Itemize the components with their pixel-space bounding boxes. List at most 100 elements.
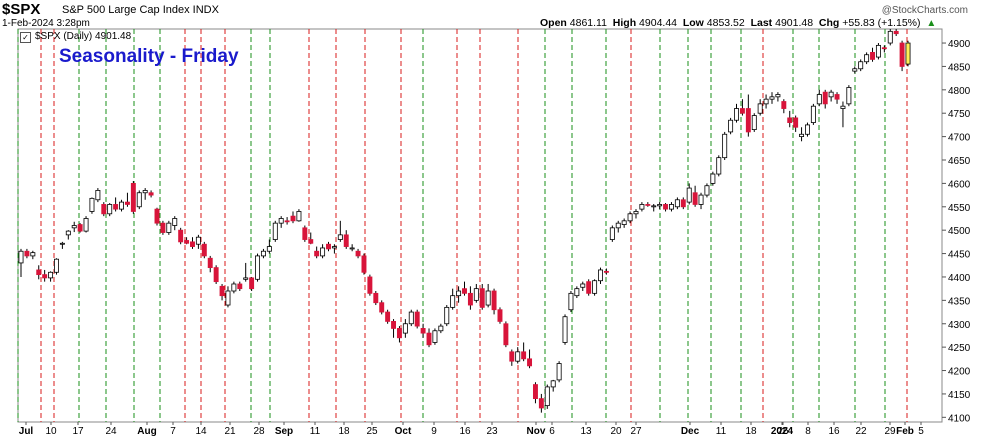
candle-down bbox=[326, 243, 331, 250]
candle-down bbox=[822, 91, 828, 105]
candle-down bbox=[870, 51, 875, 60]
candle-down bbox=[308, 239, 314, 244]
candle-up bbox=[769, 96, 775, 100]
x-tick-label: 2024 bbox=[771, 426, 794, 437]
candle-up bbox=[592, 280, 598, 294]
chart-title: Seasonality - Friday bbox=[59, 46, 239, 67]
candle-down bbox=[284, 220, 290, 223]
candle-up bbox=[657, 204, 663, 207]
y-tick-label: 4850 bbox=[948, 62, 971, 73]
chg-value: +55.83 (+1.15%) bbox=[842, 17, 921, 29]
x-tick-label: 23 bbox=[486, 426, 498, 437]
candle-down bbox=[391, 321, 397, 329]
candle-up bbox=[722, 133, 728, 159]
candle-down bbox=[184, 240, 190, 244]
y-tick-label: 4800 bbox=[948, 86, 971, 97]
candle-up bbox=[621, 220, 627, 225]
y-tick-label: 4300 bbox=[948, 320, 971, 331]
y-tick-label: 4750 bbox=[948, 109, 971, 120]
datetime: 1-Feb-2024 3:28pm bbox=[2, 18, 90, 29]
candle-down bbox=[396, 328, 402, 339]
x-tick-label: 6 bbox=[549, 426, 555, 437]
candle-up bbox=[255, 255, 261, 280]
candle-up bbox=[195, 236, 201, 245]
candle-up bbox=[639, 204, 645, 210]
candle-up bbox=[438, 325, 444, 332]
candle-up bbox=[905, 42, 911, 65]
candle-up bbox=[444, 306, 450, 325]
candle-down bbox=[603, 270, 609, 273]
candle-up bbox=[716, 157, 722, 175]
candle-down bbox=[834, 94, 840, 100]
checkbox-icon[interactable]: ✓ bbox=[20, 32, 31, 43]
candle-down bbox=[160, 222, 166, 233]
candle-up bbox=[119, 201, 124, 210]
candle-down bbox=[793, 117, 799, 128]
series-caption: ✓ $SPX (Daily) 4901.48 bbox=[20, 31, 131, 43]
y-tick-label: 4350 bbox=[948, 296, 971, 307]
candle-down bbox=[373, 292, 379, 304]
candle-down bbox=[462, 288, 467, 294]
y-tick-label: 4400 bbox=[948, 273, 971, 284]
x-tick-label: Sep bbox=[275, 426, 293, 437]
symbol: $SPX bbox=[2, 1, 41, 18]
candle-down bbox=[881, 47, 887, 50]
candle-down bbox=[154, 208, 160, 224]
ohlc-readout: Open 4861.11 High 4904.44 Low 4853.52 La… bbox=[540, 17, 936, 29]
candle-up bbox=[686, 187, 692, 203]
x-tick-label: Oct bbox=[395, 426, 412, 437]
high-label: High bbox=[612, 17, 637, 29]
candle-up bbox=[320, 247, 326, 257]
candle-down bbox=[645, 204, 651, 206]
x-tick-label: 13 bbox=[580, 426, 592, 437]
candle-down bbox=[781, 101, 787, 109]
candle-down bbox=[899, 42, 905, 67]
candle-up bbox=[337, 234, 343, 240]
stockcharts-logo: @StockCharts.com bbox=[881, 5, 968, 16]
candle-up bbox=[266, 246, 272, 252]
y-tick-label: 4200 bbox=[948, 367, 971, 378]
candle-up bbox=[609, 227, 615, 240]
candle-down bbox=[663, 204, 669, 210]
candle-down bbox=[314, 250, 320, 257]
candle-up bbox=[734, 108, 739, 121]
x-tick-label: Feb bbox=[896, 426, 914, 437]
candle-down bbox=[491, 290, 497, 311]
x-tick-label: 24 bbox=[105, 426, 117, 437]
candle-up bbox=[18, 250, 24, 264]
x-tick-label: 11 bbox=[716, 426, 727, 437]
x-tick-label: 29 bbox=[884, 426, 896, 437]
candle-up bbox=[698, 194, 704, 205]
candle-down bbox=[692, 192, 698, 205]
candle-up bbox=[278, 218, 284, 224]
candle-up bbox=[544, 386, 550, 407]
candle-down bbox=[385, 311, 391, 322]
candle-down bbox=[130, 182, 136, 212]
candle-down bbox=[249, 277, 255, 290]
candle-up bbox=[243, 277, 249, 280]
x-tick-label: 14 bbox=[195, 426, 207, 437]
candle-up bbox=[30, 252, 36, 257]
candle-down bbox=[42, 274, 48, 279]
candle-down bbox=[497, 309, 503, 322]
candle-up bbox=[810, 105, 816, 123]
candle-up bbox=[887, 30, 893, 44]
x-tick-label: Aug bbox=[137, 426, 156, 437]
candle-up bbox=[568, 292, 574, 311]
candle-up bbox=[83, 218, 89, 232]
y-tick-label: 4650 bbox=[948, 156, 971, 167]
candle-down bbox=[124, 201, 130, 205]
candle-down bbox=[77, 224, 83, 232]
x-tick-label: 26 bbox=[777, 426, 789, 437]
candle-up bbox=[751, 115, 757, 130]
last-value: 4901.48 bbox=[775, 17, 814, 29]
candle-up bbox=[615, 222, 621, 229]
candle-up bbox=[757, 103, 763, 114]
candle-down bbox=[680, 199, 686, 208]
candle-down bbox=[745, 108, 751, 133]
x-tick-label: Nov bbox=[527, 426, 546, 437]
candle-down bbox=[36, 269, 42, 276]
candle-up bbox=[598, 269, 603, 282]
x-tick-label: 18 bbox=[745, 426, 757, 437]
